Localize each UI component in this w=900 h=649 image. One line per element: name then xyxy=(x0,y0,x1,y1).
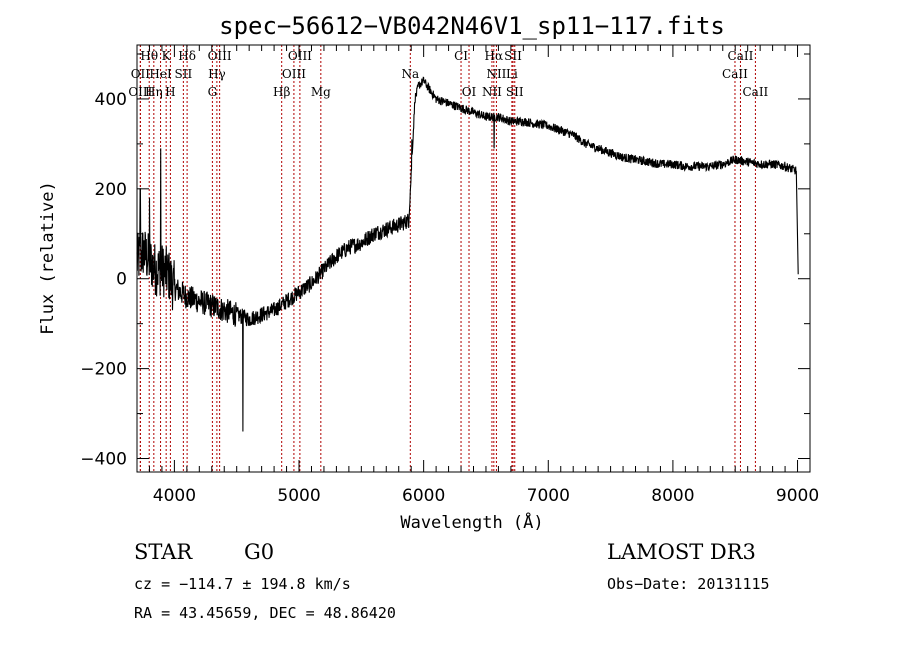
x-tick-label: 6000 xyxy=(402,486,445,506)
line-label: H xyxy=(165,85,175,99)
y-tick-label: −400 xyxy=(80,450,127,470)
x-axis-label: Wavelength (Å) xyxy=(400,511,543,533)
y-tick-label: −200 xyxy=(80,360,127,380)
line-label: OIII xyxy=(282,67,306,81)
x-axis: 4000 5000 6000 7000 8000 9000 xyxy=(148,45,819,506)
line-label: Hη xyxy=(145,85,163,99)
line-label: SII xyxy=(175,67,193,81)
y-tick-label: 0 xyxy=(116,270,127,290)
x-tick-label: 8000 xyxy=(651,486,694,506)
observation-date: Obs−Date: 20131115 xyxy=(607,575,770,593)
line-label: Hβ xyxy=(273,85,290,99)
x-tick-label: 9000 xyxy=(776,486,819,506)
line-label: K xyxy=(162,49,172,63)
line-label: Hγ xyxy=(208,67,226,81)
y-axis: −400 −200 0 200 400 xyxy=(80,53,810,470)
line-label: Li xyxy=(506,67,518,81)
line-label: OIII xyxy=(288,49,312,63)
line-label: HeI xyxy=(149,67,172,81)
redshift-velocity: cz = −114.7 ± 194.8 km/s xyxy=(134,575,351,593)
line-label: OIII xyxy=(208,49,232,63)
x-tick-label: 5000 xyxy=(277,486,320,506)
line-label: OIII xyxy=(128,85,152,99)
line-label: G xyxy=(208,85,218,99)
y-axis-label: Flux (relative) xyxy=(38,181,58,335)
line-label: OII xyxy=(131,67,151,81)
line-label: CaII xyxy=(722,67,748,81)
line-label: CI xyxy=(454,49,468,63)
line-label: Na xyxy=(401,67,419,81)
plot-frame xyxy=(136,44,811,473)
object-subclass: G0 xyxy=(244,540,275,564)
survey-name: LAMOST DR3 xyxy=(607,540,756,564)
line-label: OI xyxy=(462,85,477,99)
x-tick-label: 7000 xyxy=(527,486,570,506)
line-label: SII xyxy=(504,49,522,63)
line-label: Hδ xyxy=(178,49,196,63)
line-label: Hθ xyxy=(140,49,158,63)
spectral-line-markers xyxy=(139,45,756,472)
y-tick-label: 400 xyxy=(95,90,127,110)
y-tick-label: 200 xyxy=(95,180,127,200)
sky-coordinates: RA = 43.45659, DEC = 48.86420 xyxy=(134,604,396,622)
line-label: NII xyxy=(482,85,502,99)
line-label: Mg xyxy=(311,85,331,99)
chart-title: spec−56612−VB042N46V1_sp11−117.fits xyxy=(219,12,725,40)
line-label: CaII xyxy=(728,49,754,63)
object-class: STAR xyxy=(134,540,193,564)
spectrum-line xyxy=(136,76,799,432)
line-label: CaII xyxy=(742,85,768,99)
line-label: Hα xyxy=(485,49,504,63)
x-tick-label: 4000 xyxy=(153,486,196,506)
line-label: NII xyxy=(486,67,506,81)
line-label: SII xyxy=(506,85,524,99)
